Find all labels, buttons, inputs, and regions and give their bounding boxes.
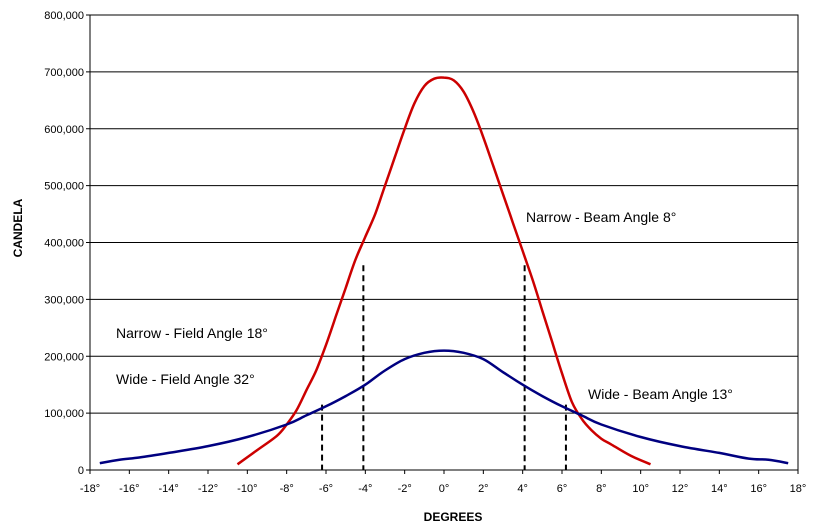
y-tick-label: 100,000	[44, 408, 84, 420]
y-tick-label: 200,000	[44, 351, 84, 363]
x-tick-label: 4°	[517, 483, 528, 495]
y-axis-title: CANDELA	[11, 198, 25, 257]
annotation-wide-field: Wide - Field Angle 32°	[116, 371, 255, 387]
series-line-0	[236, 76, 651, 466]
y-tick-label: 0	[78, 465, 84, 477]
x-tick-label: 8°	[596, 483, 607, 495]
x-tick-label: -18°	[80, 483, 100, 495]
x-tick-label: -14°	[159, 483, 179, 495]
annotation-narrow-beam: Narrow - Beam Angle 8°	[526, 209, 676, 225]
x-tick-label: -12°	[198, 483, 218, 495]
x-tick-label: 14°	[711, 483, 728, 495]
x-tick-label: 10°	[632, 483, 649, 495]
x-tick-label: 16°	[750, 483, 767, 495]
x-tick-label: 12°	[672, 483, 689, 495]
y-tick-label: 600,000	[44, 124, 84, 136]
y-tick-label: 400,000	[44, 238, 84, 250]
y-tick-label: 500,000	[44, 181, 84, 193]
x-tick-label: 0°	[439, 483, 450, 495]
x-tick-label: 2°	[478, 483, 489, 495]
x-tick-label: -10°	[237, 483, 257, 495]
y-tick-labels: 0 100,000 200,000 300,000 400,000 500,000 600,…	[44, 10, 84, 477]
x-tick-label: -8°	[280, 483, 294, 495]
annotation-narrow-field: Narrow - Field Angle 18°	[116, 325, 268, 341]
x-tick-label: -2°	[398, 483, 412, 495]
x-tick-label: 6°	[557, 483, 568, 495]
axes	[86, 14, 799, 474]
x-tick-label: -6°	[319, 483, 333, 495]
x-tick-label: -16°	[119, 483, 139, 495]
series-lines	[99, 76, 789, 466]
series-line-1	[99, 349, 789, 465]
y-tick-label: 300,000	[44, 294, 84, 306]
x-tick-label: -4°	[358, 483, 372, 495]
reference-lines	[321, 265, 567, 470]
x-tick-label: 18°	[790, 483, 807, 495]
y-tick-label: 800,000	[44, 10, 84, 22]
annotation-wide-beam: Wide - Beam Angle 13°	[588, 386, 733, 402]
x-axis-title: DEGREES	[424, 510, 483, 524]
y-tick-label: 700,000	[44, 67, 84, 79]
x-tick-labels: -18° -16° -14° -12° -10° -8° -6° -4° -2° 0° 2° 4° 6°…	[80, 483, 806, 495]
